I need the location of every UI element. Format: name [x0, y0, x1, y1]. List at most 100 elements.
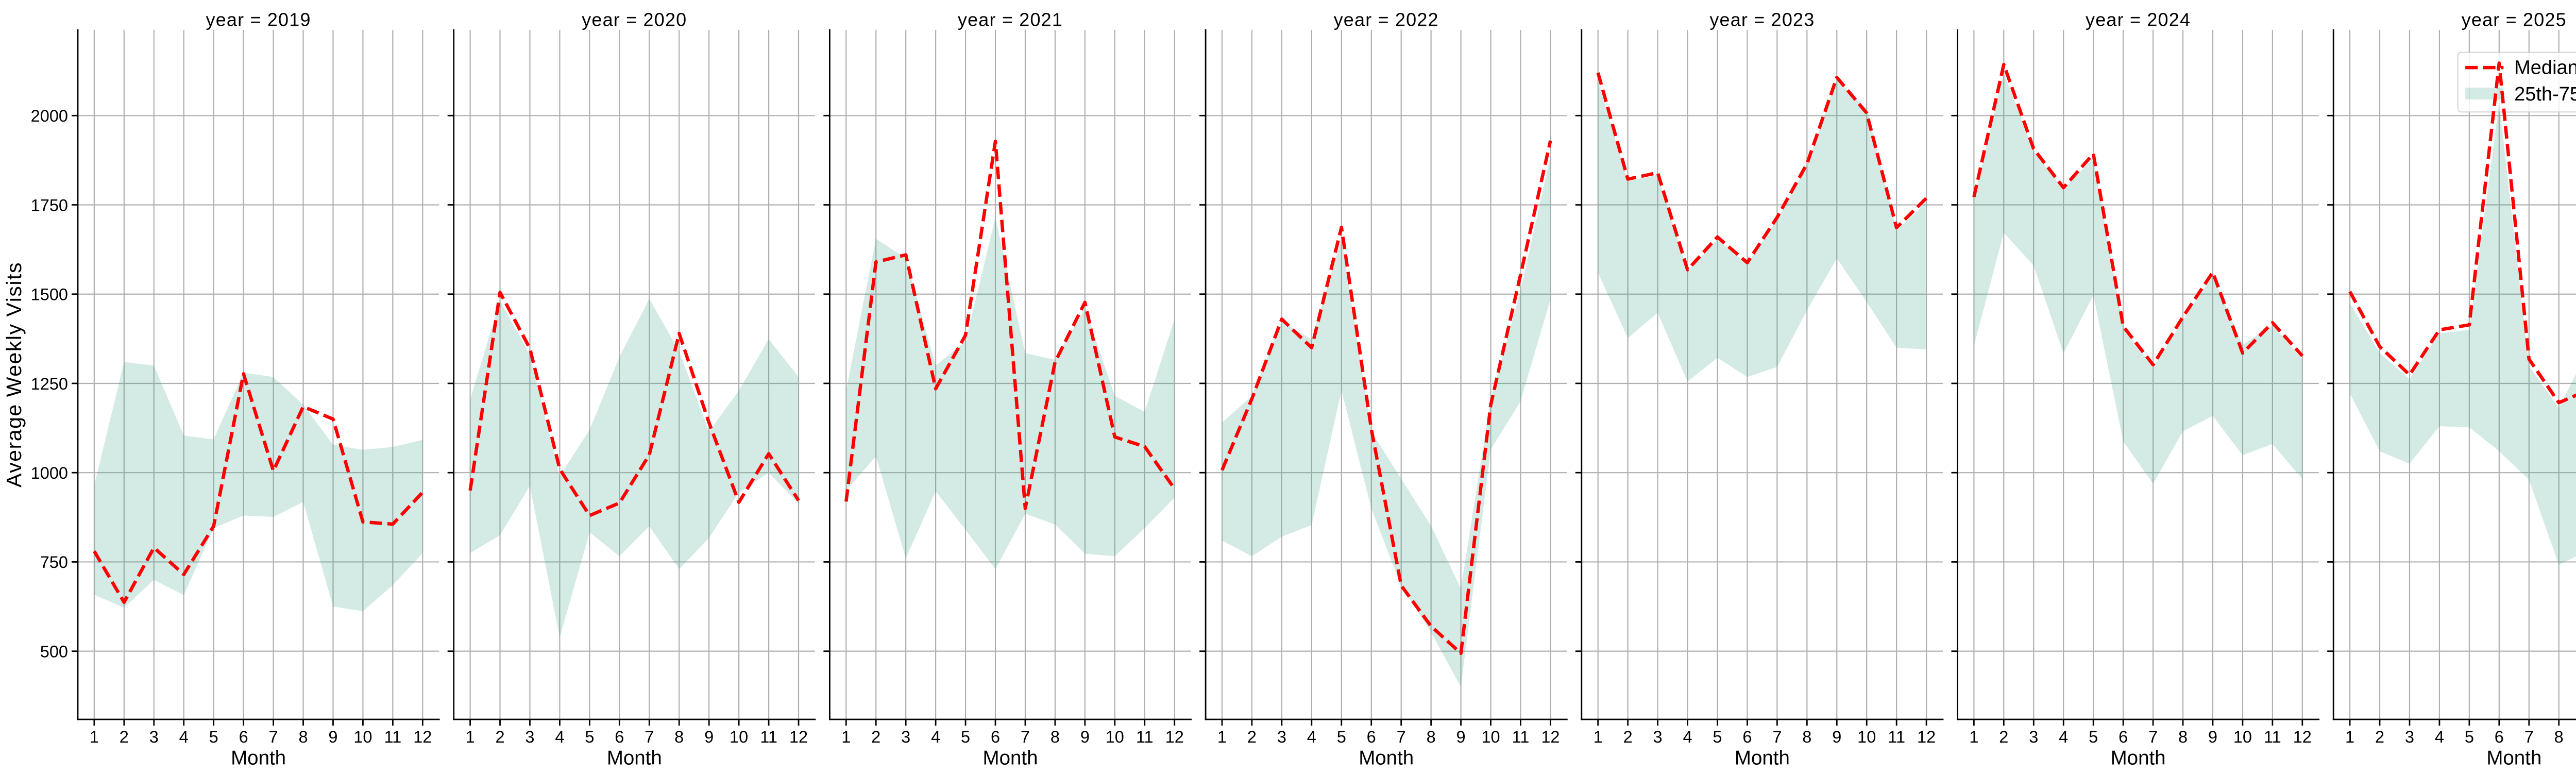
svg-text:2: 2 — [495, 728, 504, 746]
svg-text:3: 3 — [2029, 728, 2038, 746]
svg-text:Month: Month — [983, 747, 1038, 769]
svg-text:2: 2 — [1999, 728, 2008, 746]
svg-text:9: 9 — [1080, 728, 1090, 746]
svg-text:Median: Median — [2514, 57, 2576, 79]
svg-text:Month: Month — [1735, 747, 1790, 769]
svg-text:11: 11 — [384, 728, 402, 746]
svg-text:500: 500 — [40, 642, 68, 661]
svg-text:1: 1 — [90, 728, 99, 746]
svg-text:10: 10 — [730, 728, 748, 746]
svg-text:7: 7 — [645, 728, 654, 746]
svg-text:8: 8 — [674, 728, 684, 746]
svg-text:11: 11 — [1888, 728, 1905, 746]
svg-text:3: 3 — [1653, 728, 1663, 746]
svg-text:1: 1 — [1594, 728, 1603, 746]
svg-text:2: 2 — [2375, 728, 2384, 746]
svg-text:8: 8 — [2554, 728, 2564, 746]
svg-text:year = 2020: year = 2020 — [582, 9, 687, 30]
svg-text:12: 12 — [413, 728, 432, 746]
svg-text:2: 2 — [1247, 728, 1257, 746]
svg-text:9: 9 — [704, 728, 714, 746]
svg-text:year = 2019: year = 2019 — [206, 9, 311, 30]
svg-text:Average Weekly Visits: Average Weekly Visits — [2, 262, 26, 488]
svg-text:5: 5 — [961, 728, 970, 746]
svg-text:4: 4 — [1307, 728, 1316, 746]
svg-text:3: 3 — [901, 728, 910, 746]
svg-text:10: 10 — [2233, 728, 2252, 746]
svg-text:5: 5 — [2089, 728, 2098, 746]
svg-text:8: 8 — [1802, 728, 1811, 746]
svg-text:10: 10 — [1481, 728, 1500, 746]
svg-text:11: 11 — [760, 728, 777, 746]
svg-text:750: 750 — [40, 553, 68, 572]
svg-text:6: 6 — [615, 728, 624, 746]
svg-text:6: 6 — [239, 728, 248, 746]
svg-text:4: 4 — [1683, 728, 1692, 746]
svg-text:7: 7 — [2148, 728, 2158, 746]
svg-text:5: 5 — [1337, 728, 1346, 746]
svg-text:1: 1 — [1217, 728, 1227, 746]
svg-text:12: 12 — [1917, 728, 1936, 746]
svg-text:11: 11 — [2264, 728, 2281, 746]
svg-text:5: 5 — [585, 728, 594, 746]
svg-text:4: 4 — [555, 728, 564, 746]
svg-text:12: 12 — [2293, 728, 2312, 746]
svg-text:12: 12 — [1165, 728, 1184, 746]
svg-text:9: 9 — [1456, 728, 1466, 746]
svg-text:year = 2022: year = 2022 — [1334, 9, 1439, 30]
svg-text:9: 9 — [1832, 728, 1841, 746]
svg-text:7: 7 — [1772, 728, 1782, 746]
svg-text:3: 3 — [149, 728, 159, 746]
svg-text:Month: Month — [2486, 747, 2541, 769]
svg-text:6: 6 — [1742, 728, 1752, 746]
svg-text:8: 8 — [2178, 728, 2188, 746]
svg-text:7: 7 — [269, 728, 278, 746]
svg-text:12: 12 — [789, 728, 808, 746]
svg-text:11: 11 — [1136, 728, 1154, 746]
svg-text:Month: Month — [2111, 747, 2166, 769]
svg-text:year = 2024: year = 2024 — [2086, 9, 2191, 30]
svg-text:1750: 1750 — [31, 196, 68, 214]
svg-text:1: 1 — [466, 728, 475, 746]
svg-text:4: 4 — [931, 728, 940, 746]
svg-text:8: 8 — [1427, 728, 1436, 746]
svg-text:25th-75th Percentile: 25th-75th Percentile — [2514, 83, 2576, 105]
svg-text:5: 5 — [209, 728, 218, 746]
svg-text:3: 3 — [525, 728, 534, 746]
svg-text:2: 2 — [1623, 728, 1633, 746]
svg-text:7: 7 — [1021, 728, 1030, 746]
svg-text:year = 2025: year = 2025 — [2462, 9, 2567, 30]
svg-text:1: 1 — [841, 728, 851, 746]
svg-text:1000: 1000 — [31, 464, 68, 482]
svg-text:1500: 1500 — [31, 285, 68, 304]
svg-text:1: 1 — [1969, 728, 1978, 746]
svg-text:1: 1 — [2345, 728, 2354, 746]
svg-text:8: 8 — [298, 728, 308, 746]
svg-text:7: 7 — [2524, 728, 2534, 746]
svg-text:6: 6 — [2119, 728, 2128, 746]
svg-text:Month: Month — [607, 747, 662, 769]
svg-text:12: 12 — [1541, 728, 1560, 746]
svg-text:year = 2023: year = 2023 — [1709, 9, 1815, 30]
svg-text:9: 9 — [328, 728, 337, 746]
svg-text:4: 4 — [2059, 728, 2068, 746]
svg-text:6: 6 — [991, 728, 1000, 746]
svg-text:10: 10 — [353, 728, 372, 746]
svg-text:3: 3 — [1277, 728, 1286, 746]
svg-text:5: 5 — [1713, 728, 1722, 746]
svg-text:3: 3 — [2405, 728, 2414, 746]
svg-text:2: 2 — [120, 728, 129, 746]
svg-text:2000: 2000 — [31, 107, 68, 125]
svg-text:6: 6 — [1367, 728, 1376, 746]
svg-text:Month: Month — [1359, 747, 1414, 769]
svg-text:1250: 1250 — [31, 375, 68, 393]
svg-text:9: 9 — [2208, 728, 2217, 746]
svg-text:4: 4 — [179, 728, 189, 746]
svg-text:8: 8 — [1050, 728, 1060, 746]
svg-text:2: 2 — [871, 728, 880, 746]
svg-text:10: 10 — [1106, 728, 1124, 746]
svg-text:10: 10 — [1857, 728, 1876, 746]
svg-text:6: 6 — [2495, 728, 2504, 746]
svg-text:Month: Month — [231, 747, 286, 769]
svg-text:7: 7 — [1397, 728, 1406, 746]
